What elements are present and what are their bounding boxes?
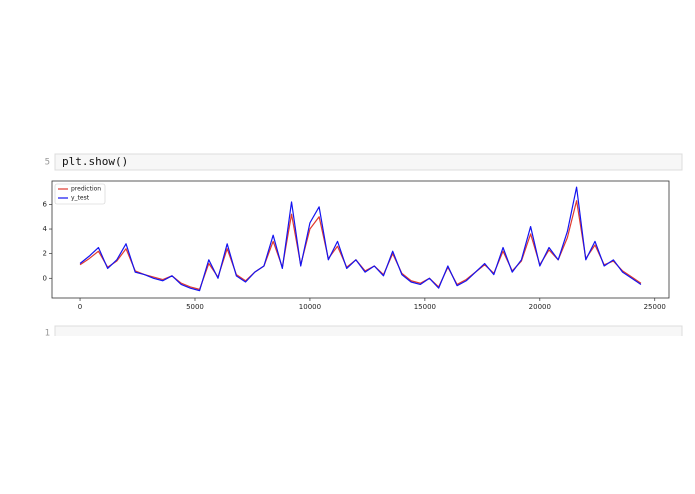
y-tick-label: 2 [43, 250, 47, 258]
series-line [79, 186, 642, 292]
y-tick-label: 0 [43, 274, 47, 282]
x-tick-label: 20000 [529, 303, 551, 311]
axes-frame [51, 180, 670, 299]
chart: 0 5000 10000 15000 20000 25000 0 2 4 6 prediction y… [43, 180, 670, 311]
x-tick-label: 0 [78, 303, 82, 311]
crop-mask [0, 336, 695, 494]
x-tick-label: 5000 [186, 303, 204, 311]
x-tick-label: 25000 [644, 303, 666, 311]
line-number: 5 [45, 158, 50, 168]
y-tick-label: 6 [43, 200, 48, 208]
plot-area [52, 181, 669, 298]
line-number: 1 [45, 329, 50, 339]
x-tick-label: 15000 [414, 303, 436, 311]
y-tick-label: 4 [43, 225, 48, 233]
x-tick-label: 10000 [299, 303, 321, 311]
code-cell[interactable] [54, 153, 683, 171]
legend-label: y_test [71, 195, 90, 202]
legend-label: prediction [71, 186, 101, 193]
code-line: plt.show() [62, 155, 128, 168]
